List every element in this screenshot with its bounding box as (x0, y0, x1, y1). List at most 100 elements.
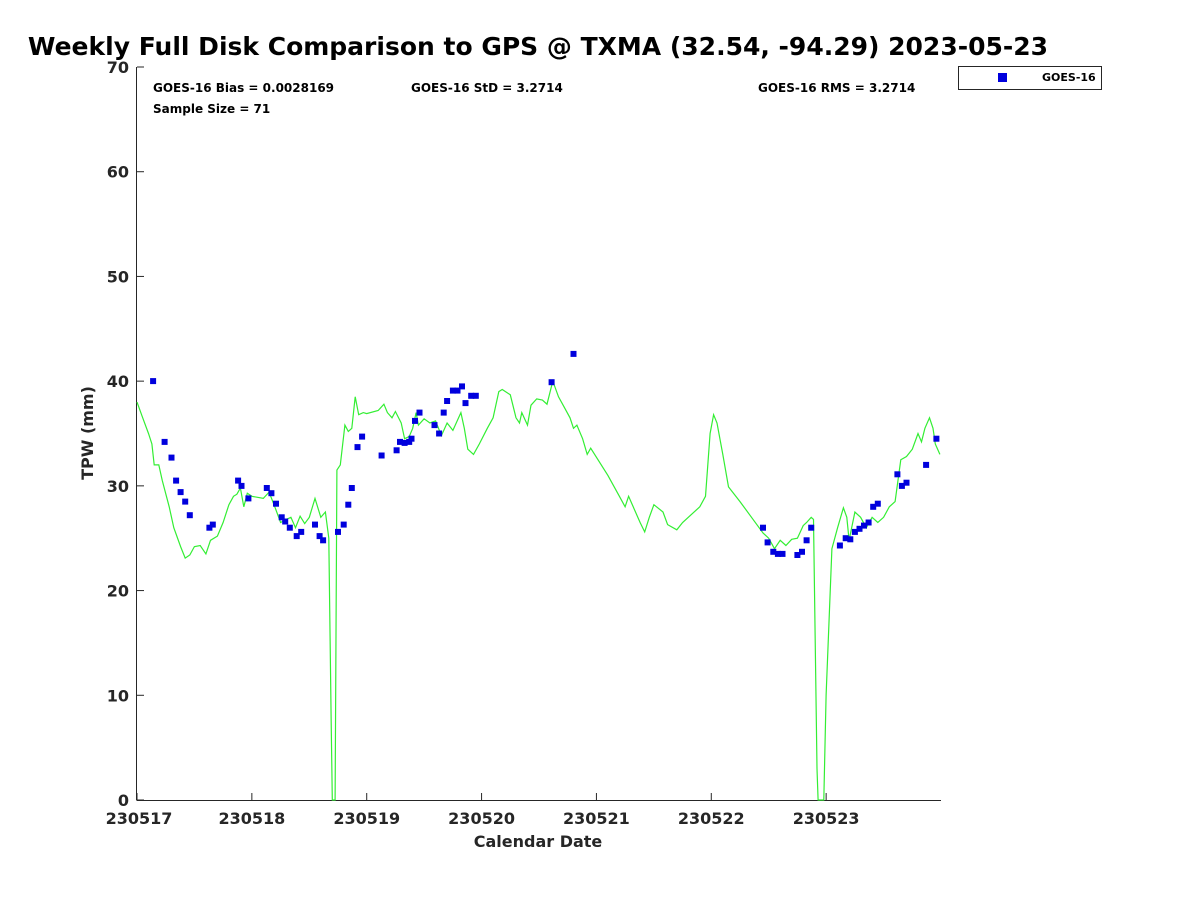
goes-point (764, 539, 771, 546)
goes-point (263, 485, 270, 491)
x-tick-label: 230519 (333, 809, 400, 828)
goes-point (186, 512, 193, 519)
goes-point (870, 503, 877, 510)
legend-box (958, 66, 1102, 90)
goes-point (340, 521, 347, 528)
goes-point (401, 439, 408, 446)
y-ticks: 0 10 20 30 40 50 60 70 (107, 58, 144, 810)
goes-point (548, 379, 555, 386)
goes-point (393, 447, 400, 454)
goes-point (182, 498, 189, 505)
legend: GOES-16 (958, 66, 1102, 90)
goes-point (856, 525, 863, 532)
goes-point (206, 524, 213, 531)
goes-point (209, 521, 216, 528)
goes-point (903, 479, 910, 486)
goes-point (177, 489, 184, 496)
y-tick-label: 70 (107, 58, 129, 77)
goes-point (173, 477, 180, 484)
y-tick-label: 40 (107, 372, 129, 391)
x-ticks: 230517 230518 230519 230520 230521 230522 2305… (106, 793, 860, 828)
goes-point (760, 524, 766, 531)
goes-point (933, 435, 940, 442)
y-tick-label: 10 (107, 686, 129, 705)
legend-marker-goes (998, 73, 1007, 82)
goes-point (359, 433, 366, 440)
goes-point (286, 524, 293, 531)
y-axis-label: TPW (mm) (78, 386, 97, 480)
x-tick-label: 230523 (793, 809, 860, 828)
goes-point (268, 490, 275, 497)
goes-point (293, 533, 300, 540)
goes-point (803, 537, 810, 544)
x-tick-label: 230517 (106, 809, 173, 828)
goes-point (436, 430, 443, 437)
goes-point (861, 522, 867, 529)
goes-point (320, 537, 327, 544)
stat-sample-size: Sample Size = 71 (153, 102, 270, 116)
goes-point (378, 452, 385, 459)
goes-point (449, 387, 456, 394)
goes-point (570, 350, 577, 357)
goes-point (808, 524, 815, 531)
goes-point (168, 454, 175, 461)
goes-point (416, 409, 423, 416)
goes-point (923, 461, 930, 468)
x-axis-label: Calendar Date (474, 832, 603, 851)
goes-point (298, 528, 305, 535)
goes-point (472, 392, 479, 399)
goes-point (273, 500, 279, 507)
goes-point (397, 438, 403, 445)
goes-point (440, 409, 447, 416)
goes-point (444, 398, 451, 404)
goes-point (799, 548, 805, 555)
goes-point (354, 444, 361, 451)
goes-point (345, 501, 352, 508)
goes-point (842, 535, 849, 542)
goes-point (431, 422, 438, 429)
goes-point (412, 417, 418, 424)
goes-point (874, 500, 881, 507)
plot-area: 230517 230518 230519 230520 230521 230522 2305… (106, 58, 941, 828)
goes-point (836, 542, 843, 549)
gps-series (136, 379, 941, 801)
x-tick-label: 230518 (218, 809, 285, 828)
goes-point (847, 536, 854, 543)
x-tick-label: 230522 (678, 809, 745, 828)
goes-point (406, 438, 413, 445)
x-tick-label: 230521 (563, 809, 630, 828)
goes-point (468, 392, 475, 399)
goes-point (865, 519, 872, 526)
chart-title: Weekly Full Disk Comparison to GPS @ TXM… (28, 32, 1048, 61)
goes-point (150, 378, 157, 385)
stat-bias: GOES-16 Bias = 0.0028169 (153, 81, 334, 95)
gps-line (136, 379, 941, 801)
legend-label-goes: GOES-16 (1042, 71, 1096, 84)
goes-point (312, 521, 318, 528)
goes-series (150, 350, 940, 558)
stat-std: GOES-16 StD = 3.2714 (411, 81, 563, 95)
goes-point (779, 550, 786, 557)
goes-point (770, 548, 777, 555)
goes-point (335, 528, 341, 535)
stat-rms: GOES-16 RMS = 3.2714 (758, 81, 915, 95)
goes-point (894, 471, 901, 478)
y-tick-label: 0 (118, 791, 129, 810)
goes-point (454, 387, 461, 394)
goes-point (161, 438, 168, 445)
y-tick-label: 60 (107, 163, 129, 182)
y-tick-label: 20 (107, 582, 129, 601)
y-tick-label: 50 (107, 267, 129, 286)
goes-point (459, 383, 465, 390)
goes-point (851, 528, 858, 535)
goes-point (898, 482, 905, 489)
goes-point (278, 514, 285, 521)
goes-point (316, 533, 323, 540)
y-tick-label: 30 (107, 477, 129, 496)
goes-point (408, 435, 415, 442)
goes-point (462, 400, 469, 407)
goes-point (348, 485, 355, 491)
goes-point (238, 482, 245, 489)
goes-point (235, 477, 242, 484)
